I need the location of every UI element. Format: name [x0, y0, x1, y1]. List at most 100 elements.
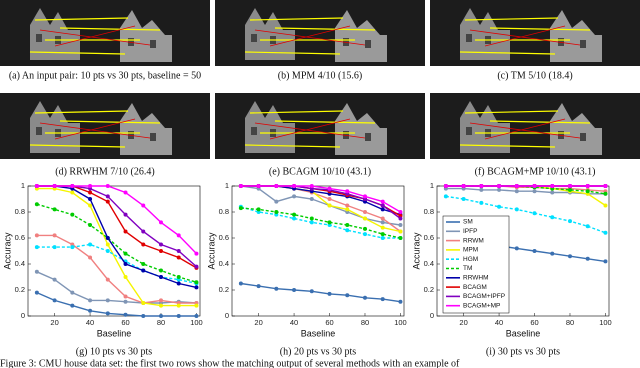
- marker: [123, 190, 128, 195]
- y-tick-label: 0.6: [424, 233, 434, 242]
- marker: [585, 184, 590, 188]
- x-tick-label: 20: [459, 318, 467, 327]
- marker: [567, 184, 572, 188]
- marker: [362, 232, 367, 237]
- marker: [362, 216, 367, 221]
- caption: (f) BCAGM+MP 10/10 (43.1): [475, 166, 596, 177]
- marker: [194, 285, 199, 290]
- marker: [88, 190, 93, 195]
- y-tick-label: 0.2: [15, 285, 25, 294]
- marker: [88, 255, 93, 260]
- marker: [34, 233, 39, 238]
- marker: [380, 232, 385, 237]
- legend-label: BCAGM+MP: [463, 302, 500, 309]
- marker: [34, 269, 39, 274]
- marker: [398, 216, 403, 221]
- marker: [256, 284, 261, 289]
- marker: [34, 245, 39, 250]
- marker: [274, 184, 279, 188]
- legend-label: IPFP: [463, 228, 477, 235]
- marker: [141, 314, 146, 318]
- marker: [158, 268, 163, 273]
- series-line: [240, 206, 401, 239]
- x-tick-label: 40: [86, 318, 94, 327]
- marker: [158, 220, 163, 225]
- marker: [443, 184, 448, 188]
- x-tick-label: 60: [325, 318, 333, 327]
- image-e: [214, 92, 426, 160]
- marker: [52, 245, 57, 250]
- marker: [88, 197, 93, 201]
- marker: [105, 242, 110, 247]
- marker: [194, 314, 199, 318]
- marker: [461, 197, 466, 201]
- caption: (d) RRWHM 7/10 (26.4): [55, 166, 154, 177]
- marker: [88, 298, 93, 303]
- y-tick-label: 0.4: [219, 259, 229, 268]
- marker: [567, 187, 572, 192]
- marker: [398, 229, 403, 234]
- marker: [158, 249, 163, 253]
- marker: [292, 184, 297, 188]
- marker: [362, 226, 367, 231]
- series-line: [36, 187, 197, 307]
- marker: [497, 187, 502, 192]
- marker: [256, 184, 261, 188]
- marker: [567, 254, 572, 259]
- marker: [398, 223, 403, 227]
- marker: [292, 216, 297, 221]
- marker: [70, 303, 75, 308]
- marker: [158, 275, 163, 279]
- marker: [603, 259, 608, 264]
- y-tick-label: 0: [21, 311, 25, 320]
- marker: [141, 242, 146, 247]
- marker: [380, 203, 385, 208]
- marker: [158, 314, 163, 318]
- marker: [238, 281, 243, 286]
- marker: [88, 308, 93, 313]
- caption: (a) An input pair: 10 pts vs 30 pts, bas…: [9, 70, 201, 81]
- marker: [292, 194, 297, 199]
- y-tick-label: 0.2: [424, 285, 434, 294]
- y-tick-label: 1: [225, 181, 229, 190]
- marker: [105, 199, 110, 204]
- series-line: [445, 195, 606, 234]
- marker: [292, 212, 297, 217]
- image-a: [0, 0, 211, 67]
- series-line: [36, 234, 197, 304]
- marker: [123, 275, 128, 279]
- marker: [327, 186, 332, 191]
- y-axis-label: Accuracy: [206, 232, 216, 270]
- marker: [309, 197, 314, 201]
- image-c: [429, 0, 640, 67]
- marker: [398, 299, 403, 304]
- x-tick-label: 40: [290, 318, 298, 327]
- marker: [123, 312, 128, 317]
- y-tick-label: 1: [430, 181, 434, 190]
- marker: [345, 223, 350, 227]
- marker: [105, 194, 110, 199]
- caption: (b) MPM 4/10 (15.6): [278, 70, 362, 81]
- x-axis-label: Baseline: [301, 328, 336, 338]
- legend-label: HGM: [463, 256, 478, 263]
- plot-area: [231, 185, 405, 317]
- marker: [398, 210, 403, 214]
- marker: [52, 207, 57, 212]
- x-tick-label: 60: [530, 318, 538, 327]
- marker: [194, 280, 199, 285]
- x-tick-label: 80: [566, 318, 574, 327]
- marker: [380, 220, 385, 225]
- legend-label: BCAGM+IPFP: [463, 293, 505, 300]
- marker: [362, 194, 367, 199]
- marker: [345, 189, 350, 194]
- series-line: [240, 185, 401, 213]
- legend-label: RRWHM: [463, 275, 489, 282]
- y-axis-label: Accuracy: [2, 232, 12, 270]
- marker: [603, 230, 608, 235]
- marker: [141, 229, 146, 234]
- marker: [327, 203, 332, 208]
- marker: [123, 212, 128, 217]
- marker: [380, 199, 385, 204]
- series-line: [36, 291, 197, 317]
